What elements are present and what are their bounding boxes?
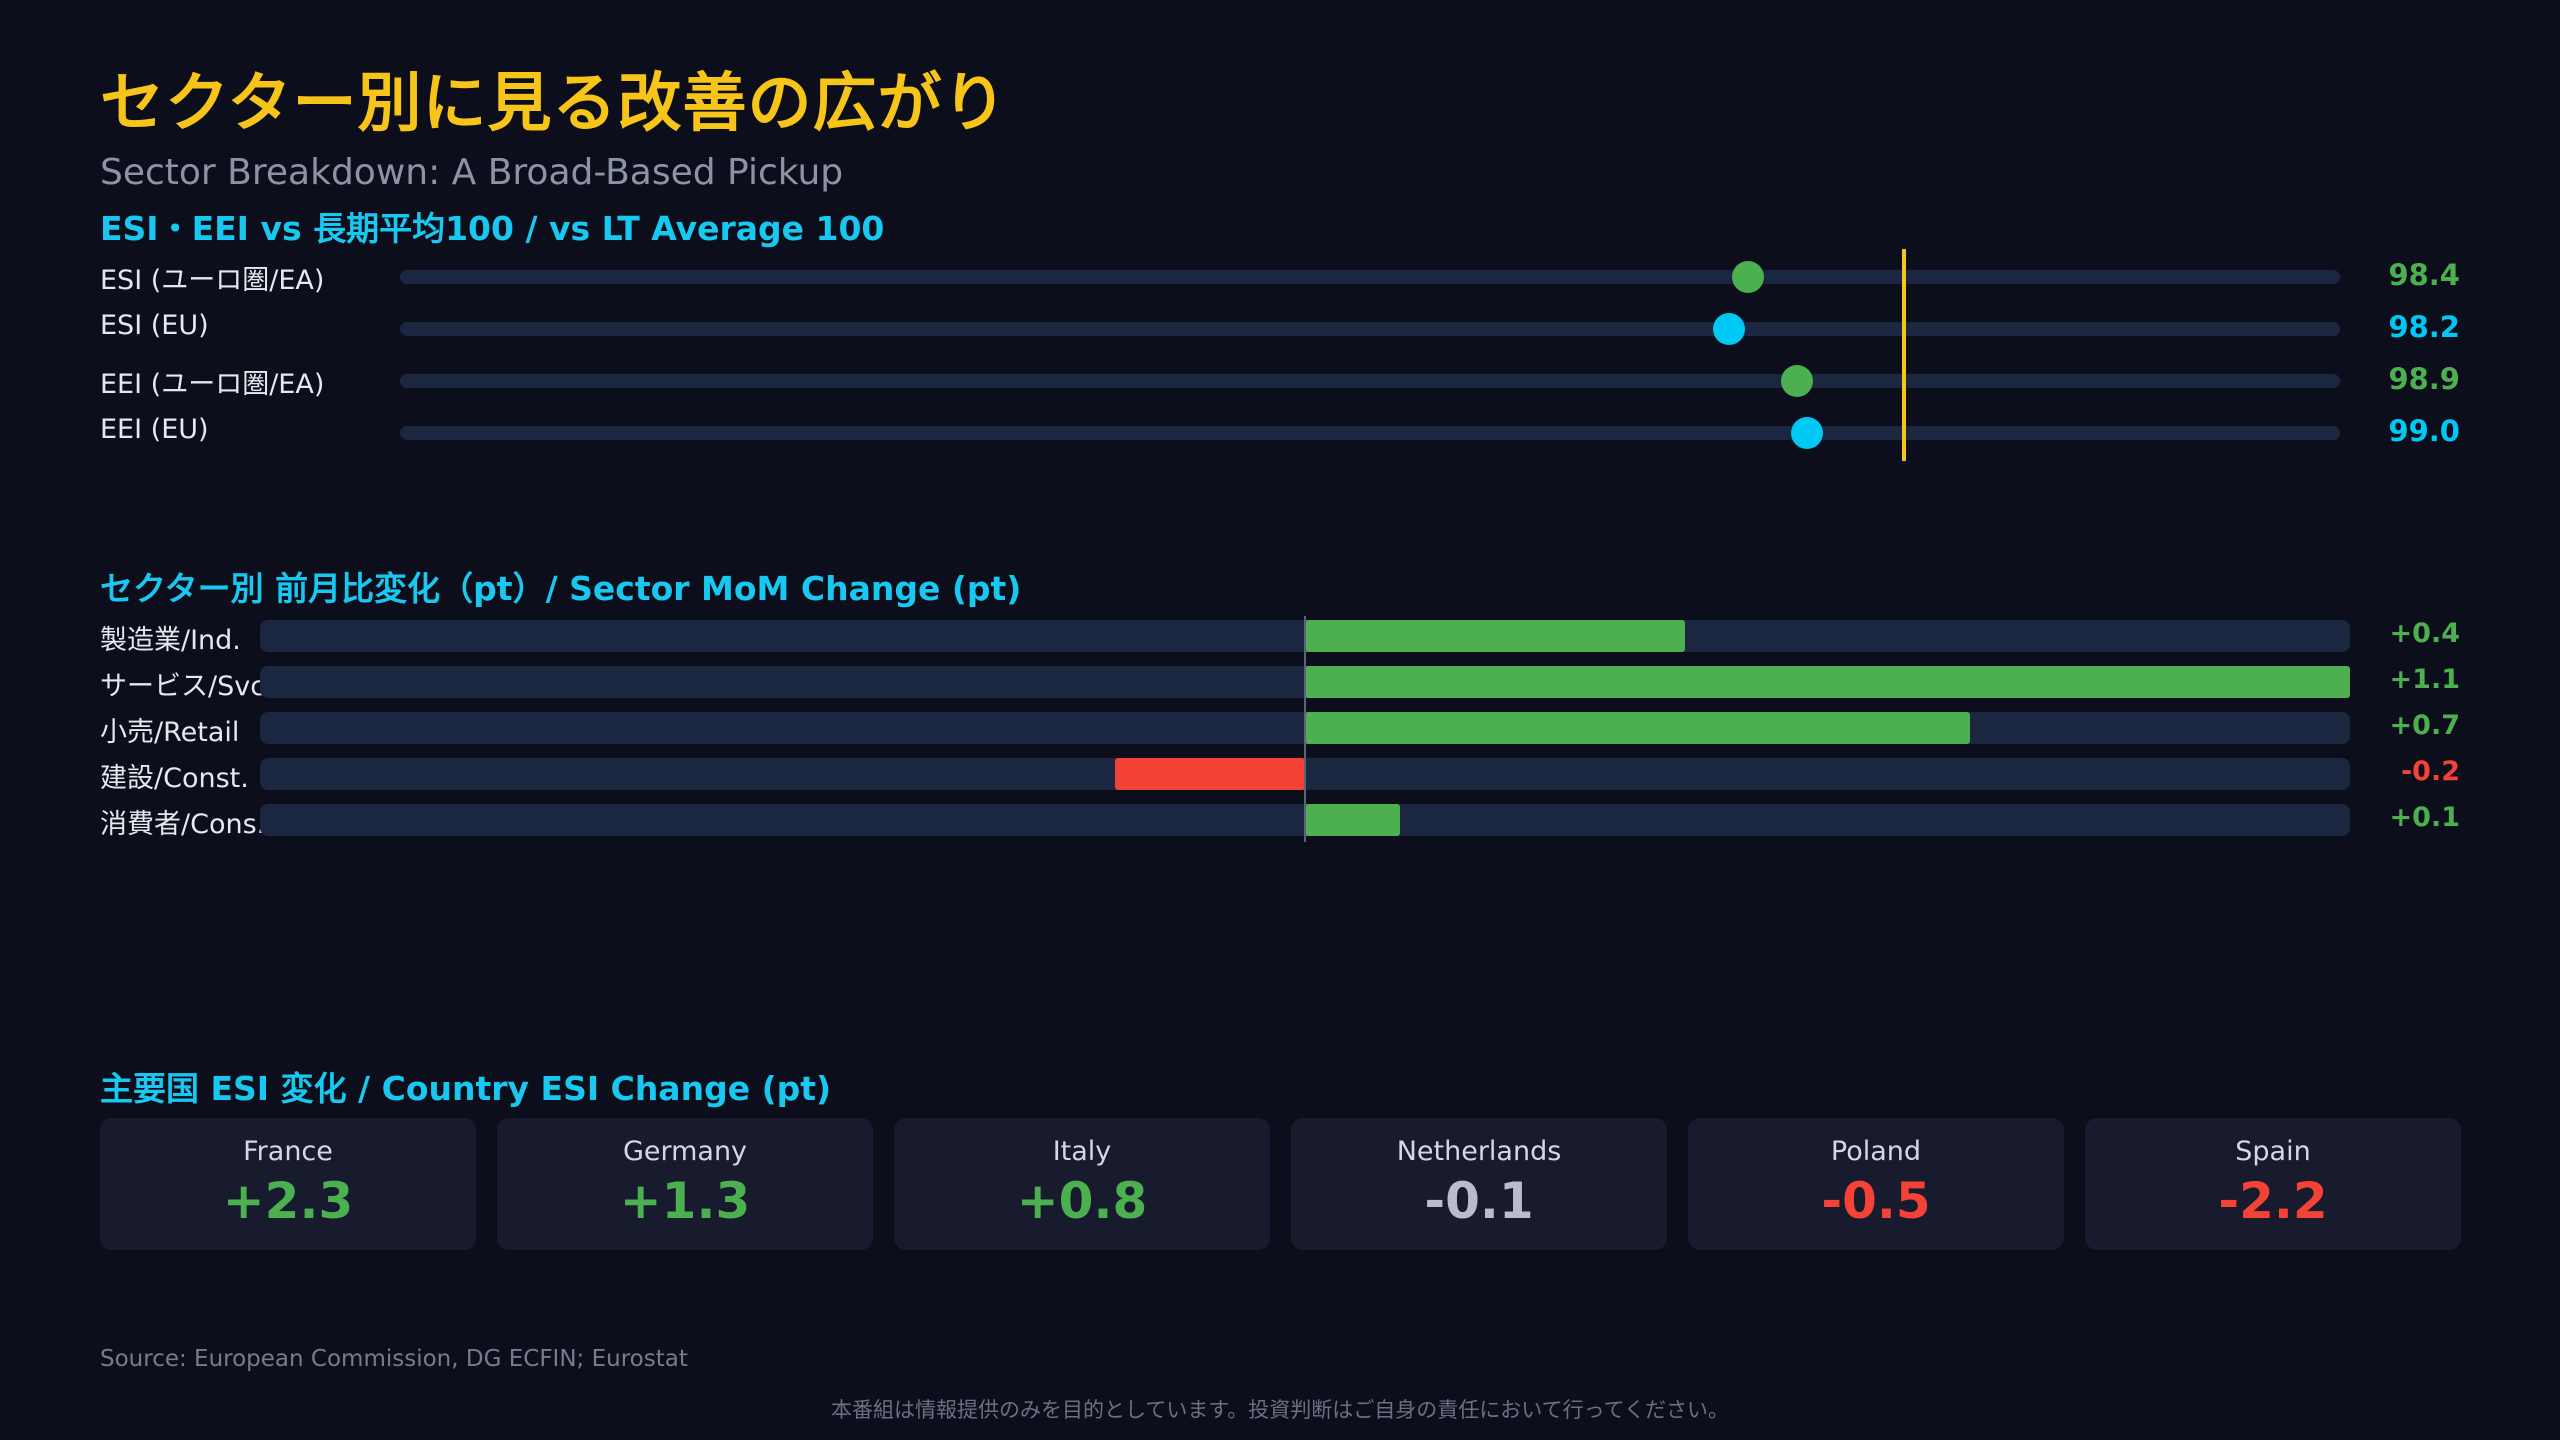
country-card: Italy +0.8 [894, 1118, 1270, 1250]
reference-line-100 [1901, 405, 1906, 461]
sector-value: +0.1 [2389, 802, 2460, 833]
country-value: -0.5 [1821, 1172, 1931, 1230]
sector-label: 小売/Retail [100, 717, 240, 748]
sector-label: 建設/Const. [100, 763, 249, 794]
dot-marker [1790, 417, 1823, 449]
country-section-title: 主要国 ESI 変化 / Country ESI Change (pt) [100, 1069, 832, 1108]
dot-row-label: EEI (EU) [100, 414, 209, 445]
country-value: -2.2 [2218, 1172, 2328, 1230]
dot-row-track [400, 374, 2340, 388]
dot-row-track [400, 322, 2340, 336]
country-card: Germany +1.3 [497, 1118, 873, 1250]
dot-marker [1732, 261, 1765, 293]
sector-label: 消費者/Cons. [100, 809, 266, 840]
dot-row-label: EEI (ユーロ圏/EA) [100, 369, 325, 400]
country-value: +1.3 [619, 1172, 751, 1230]
country-name: Spain [2235, 1136, 2311, 1167]
country-name: Netherlands [1396, 1136, 1562, 1167]
dot-row-track [400, 270, 2340, 284]
country-name: Italy [1052, 1136, 1112, 1167]
reference-line-100 [1901, 301, 1906, 357]
sector-bar [1305, 620, 1685, 652]
dot-row-value: 98.4 [2388, 258, 2460, 292]
dot-row-track [400, 426, 2340, 440]
country-name: Germany [622, 1136, 748, 1167]
page-title: セクター別に見る改善の広がり [100, 67, 1008, 141]
country-value: +0.8 [1016, 1172, 1148, 1230]
country-value: +2.3 [222, 1172, 354, 1230]
country-card: Netherlands -0.1 [1291, 1118, 1667, 1250]
dot-row-label: ESI (ユーロ圏/EA) [100, 265, 325, 296]
disclaimer: 本番組は情報提供のみを目的としています。投資判断はご自身の責任において行ってくだ… [831, 1398, 1729, 1422]
sector-bar [1305, 666, 2350, 698]
country-name: Poland [1830, 1136, 1922, 1167]
country-name: France [243, 1136, 333, 1167]
dot-row-value: 98.9 [2388, 362, 2460, 396]
page-subtitle: Sector Breakdown: A Broad-Based Pickup [100, 152, 844, 193]
sector-label: 製造業/Ind. [100, 625, 241, 656]
zero-line [1304, 616, 1306, 842]
sector-bar [1115, 758, 1305, 790]
dot-row-value: 98.2 [2388, 310, 2460, 344]
dot-row-value: 99.0 [2388, 414, 2460, 448]
source-note: Source: European Commission, DG ECFIN; E… [100, 1346, 688, 1372]
sector-value: +1.1 [2389, 664, 2460, 695]
dot-row-label: ESI (EU) [100, 310, 209, 341]
sector-label: サービス/Svc [100, 671, 266, 702]
sector-value: +0.4 [2389, 618, 2460, 649]
reference-line-100 [1901, 353, 1906, 409]
sector-bar [1305, 712, 1970, 744]
dot-chart-title: ESI・EEI vs 長期平均100 / vs LT Average 100 [100, 209, 885, 248]
country-card: Poland -0.5 [1688, 1118, 2064, 1250]
sector-bar [1305, 804, 1400, 836]
sector-value: +0.7 [2389, 710, 2460, 741]
country-card: France +2.3 [100, 1118, 476, 1250]
reference-line-100 [1901, 249, 1906, 305]
country-card: Spain -2.2 [2085, 1118, 2461, 1250]
country-value: -0.1 [1424, 1172, 1534, 1230]
sector-chart-title: セクター別 前月比変化（pt）/ Sector MoM Change (pt) [100, 569, 1022, 608]
dot-marker [1712, 313, 1745, 345]
sector-value: -0.2 [2400, 756, 2460, 787]
dot-marker [1780, 365, 1813, 397]
